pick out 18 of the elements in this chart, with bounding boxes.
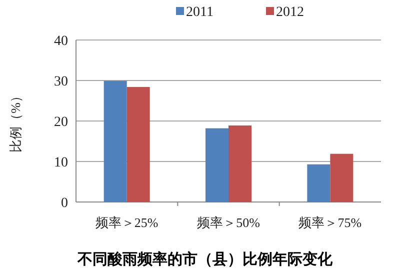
legend-label: 2012 bbox=[276, 5, 304, 20]
y-tick-label: 30 bbox=[54, 74, 68, 90]
bar bbox=[104, 80, 127, 202]
y-tick-label: 10 bbox=[54, 156, 68, 170]
x-tick-label: 频率＞25% bbox=[95, 215, 158, 230]
bar bbox=[330, 154, 354, 202]
y-tick-label: 0 bbox=[61, 196, 68, 211]
bar bbox=[126, 86, 150, 202]
text: 不同酸雨频率的市（县）比例年际变化 bbox=[76, 250, 334, 268]
x-tick-label: 频率＞75% bbox=[298, 215, 362, 230]
y-tick-label: 20 bbox=[54, 115, 68, 130]
bar bbox=[228, 125, 252, 202]
bar bbox=[206, 128, 228, 202]
y-tick-label: 40 bbox=[54, 34, 68, 49]
y-axis-title: 比例（%） bbox=[8, 90, 23, 152]
x-tick-label: 频率＞50% bbox=[197, 215, 260, 230]
legend-label: 2011 bbox=[186, 5, 214, 20]
bar bbox=[307, 164, 330, 202]
